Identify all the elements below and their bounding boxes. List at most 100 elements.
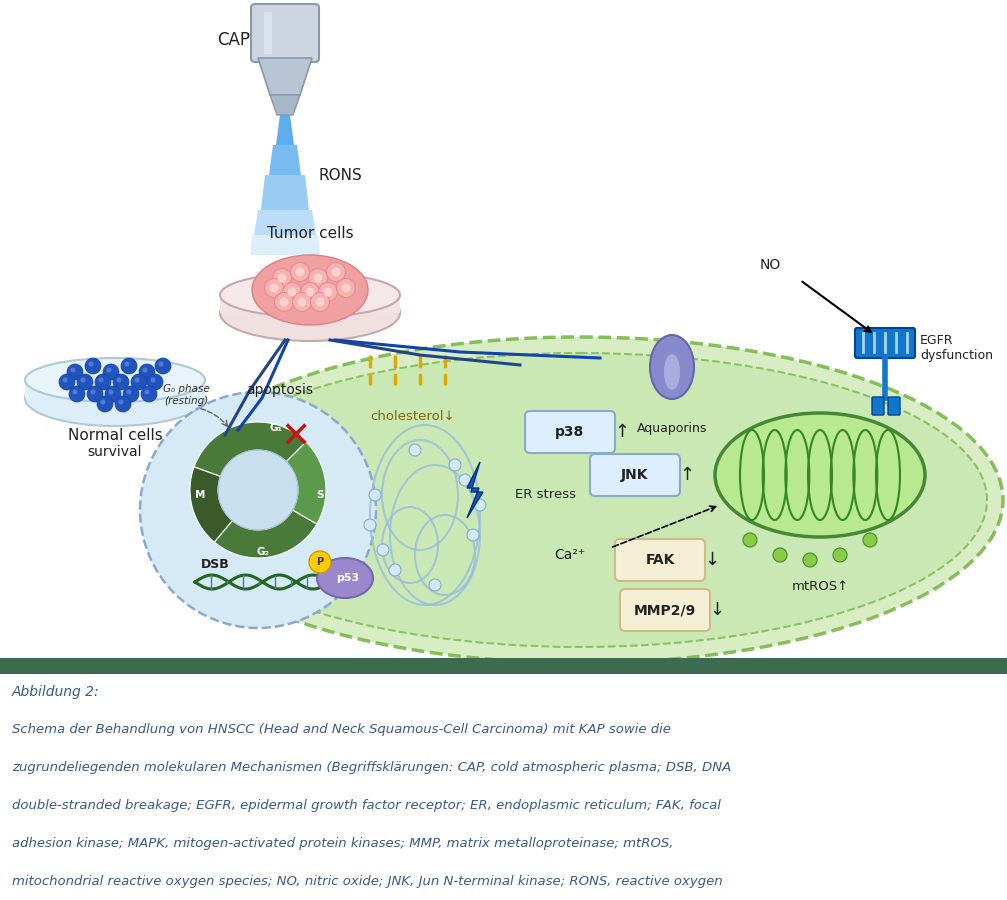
Text: ↓: ↓ (710, 601, 725, 619)
Polygon shape (254, 210, 316, 235)
Text: ER stress: ER stress (515, 489, 576, 501)
Circle shape (115, 396, 131, 412)
Wedge shape (214, 510, 317, 558)
Circle shape (147, 374, 163, 390)
Circle shape (773, 548, 787, 562)
Text: P: P (316, 557, 323, 567)
Text: apoptosis: apoptosis (247, 383, 313, 397)
Circle shape (85, 358, 101, 374)
Circle shape (89, 362, 94, 366)
Text: Aquaporins: Aquaporins (636, 422, 707, 435)
Text: CAP: CAP (217, 31, 250, 49)
Circle shape (313, 274, 322, 283)
Text: p53: p53 (336, 573, 359, 583)
Circle shape (105, 386, 121, 402)
Circle shape (300, 283, 319, 302)
Circle shape (158, 362, 163, 366)
Circle shape (119, 400, 124, 404)
Circle shape (127, 390, 132, 394)
Text: ↑: ↑ (614, 423, 629, 441)
Wedge shape (190, 467, 233, 542)
Ellipse shape (157, 337, 1003, 663)
FancyBboxPatch shape (590, 454, 680, 496)
FancyBboxPatch shape (888, 397, 900, 415)
Polygon shape (269, 145, 301, 175)
Circle shape (113, 374, 129, 390)
Bar (264, 12, 272, 54)
Circle shape (336, 278, 355, 298)
Bar (0, 658, 1007, 674)
Circle shape (87, 386, 103, 402)
Circle shape (292, 292, 311, 311)
Circle shape (309, 551, 331, 573)
Text: double-stranded breakage; EGFR, epidermal growth factor receptor; ER, endoplasmi: double-stranded breakage; EGFR, epiderma… (12, 799, 721, 812)
Text: G₀ phase
(resting): G₀ phase (resting) (162, 384, 209, 406)
Text: DSB: DSB (200, 559, 230, 572)
Ellipse shape (252, 255, 368, 325)
Polygon shape (276, 115, 294, 145)
Text: NO: NO (759, 258, 780, 272)
Circle shape (288, 287, 296, 296)
Text: Abbildung 2:: Abbildung 2: (12, 685, 100, 699)
Circle shape (59, 374, 75, 390)
Text: Tumor cells: Tumor cells (267, 226, 353, 240)
Text: Schema der Behandlung von HNSCC (Head and Neck Squamous-Cell Carcinoma) mit KAP : Schema der Behandlung von HNSCC (Head an… (12, 723, 671, 736)
Circle shape (69, 386, 85, 402)
Text: RONS: RONS (318, 167, 362, 183)
Text: adhesion kinase; MAPK, mitogen-activated protein kinases; MMP, matrix metallopro: adhesion kinase; MAPK, mitogen-activated… (12, 837, 674, 850)
Text: cholesterol↓: cholesterol↓ (370, 410, 454, 423)
Circle shape (70, 367, 76, 373)
Circle shape (141, 386, 157, 402)
Polygon shape (220, 295, 400, 313)
Circle shape (62, 377, 67, 382)
Circle shape (803, 553, 817, 567)
Text: survival: survival (88, 445, 142, 459)
Polygon shape (250, 235, 320, 255)
Circle shape (107, 367, 112, 373)
FancyBboxPatch shape (620, 589, 710, 631)
Wedge shape (286, 442, 326, 524)
Ellipse shape (173, 353, 987, 647)
Circle shape (863, 533, 877, 547)
Circle shape (459, 474, 471, 486)
Ellipse shape (317, 558, 373, 598)
Circle shape (308, 268, 327, 287)
Text: p38: p38 (556, 425, 585, 439)
Text: ↑: ↑ (680, 466, 695, 484)
Circle shape (409, 444, 421, 456)
Circle shape (270, 284, 279, 292)
FancyBboxPatch shape (615, 539, 705, 581)
Circle shape (91, 390, 96, 394)
Text: Normal cells: Normal cells (67, 428, 162, 443)
Circle shape (275, 292, 293, 311)
Ellipse shape (25, 358, 205, 402)
Circle shape (103, 364, 119, 380)
Circle shape (67, 364, 83, 380)
Ellipse shape (220, 273, 400, 317)
Polygon shape (258, 58, 312, 95)
Ellipse shape (173, 353, 987, 647)
Circle shape (429, 579, 441, 591)
Circle shape (97, 396, 113, 412)
Circle shape (323, 287, 332, 296)
Circle shape (73, 390, 78, 394)
FancyBboxPatch shape (872, 397, 884, 415)
Circle shape (315, 298, 324, 307)
Circle shape (144, 390, 149, 394)
Wedge shape (194, 422, 306, 476)
Circle shape (265, 278, 284, 298)
Text: FAK: FAK (645, 553, 675, 567)
FancyBboxPatch shape (251, 4, 319, 62)
Ellipse shape (715, 413, 925, 537)
Circle shape (297, 298, 306, 307)
Circle shape (278, 274, 287, 283)
Ellipse shape (650, 335, 694, 399)
Text: G₁: G₁ (270, 423, 283, 433)
Circle shape (449, 459, 461, 471)
Ellipse shape (664, 354, 680, 390)
Circle shape (305, 287, 314, 296)
Circle shape (109, 390, 114, 394)
Circle shape (331, 267, 340, 276)
Polygon shape (467, 462, 483, 518)
Circle shape (117, 377, 122, 382)
